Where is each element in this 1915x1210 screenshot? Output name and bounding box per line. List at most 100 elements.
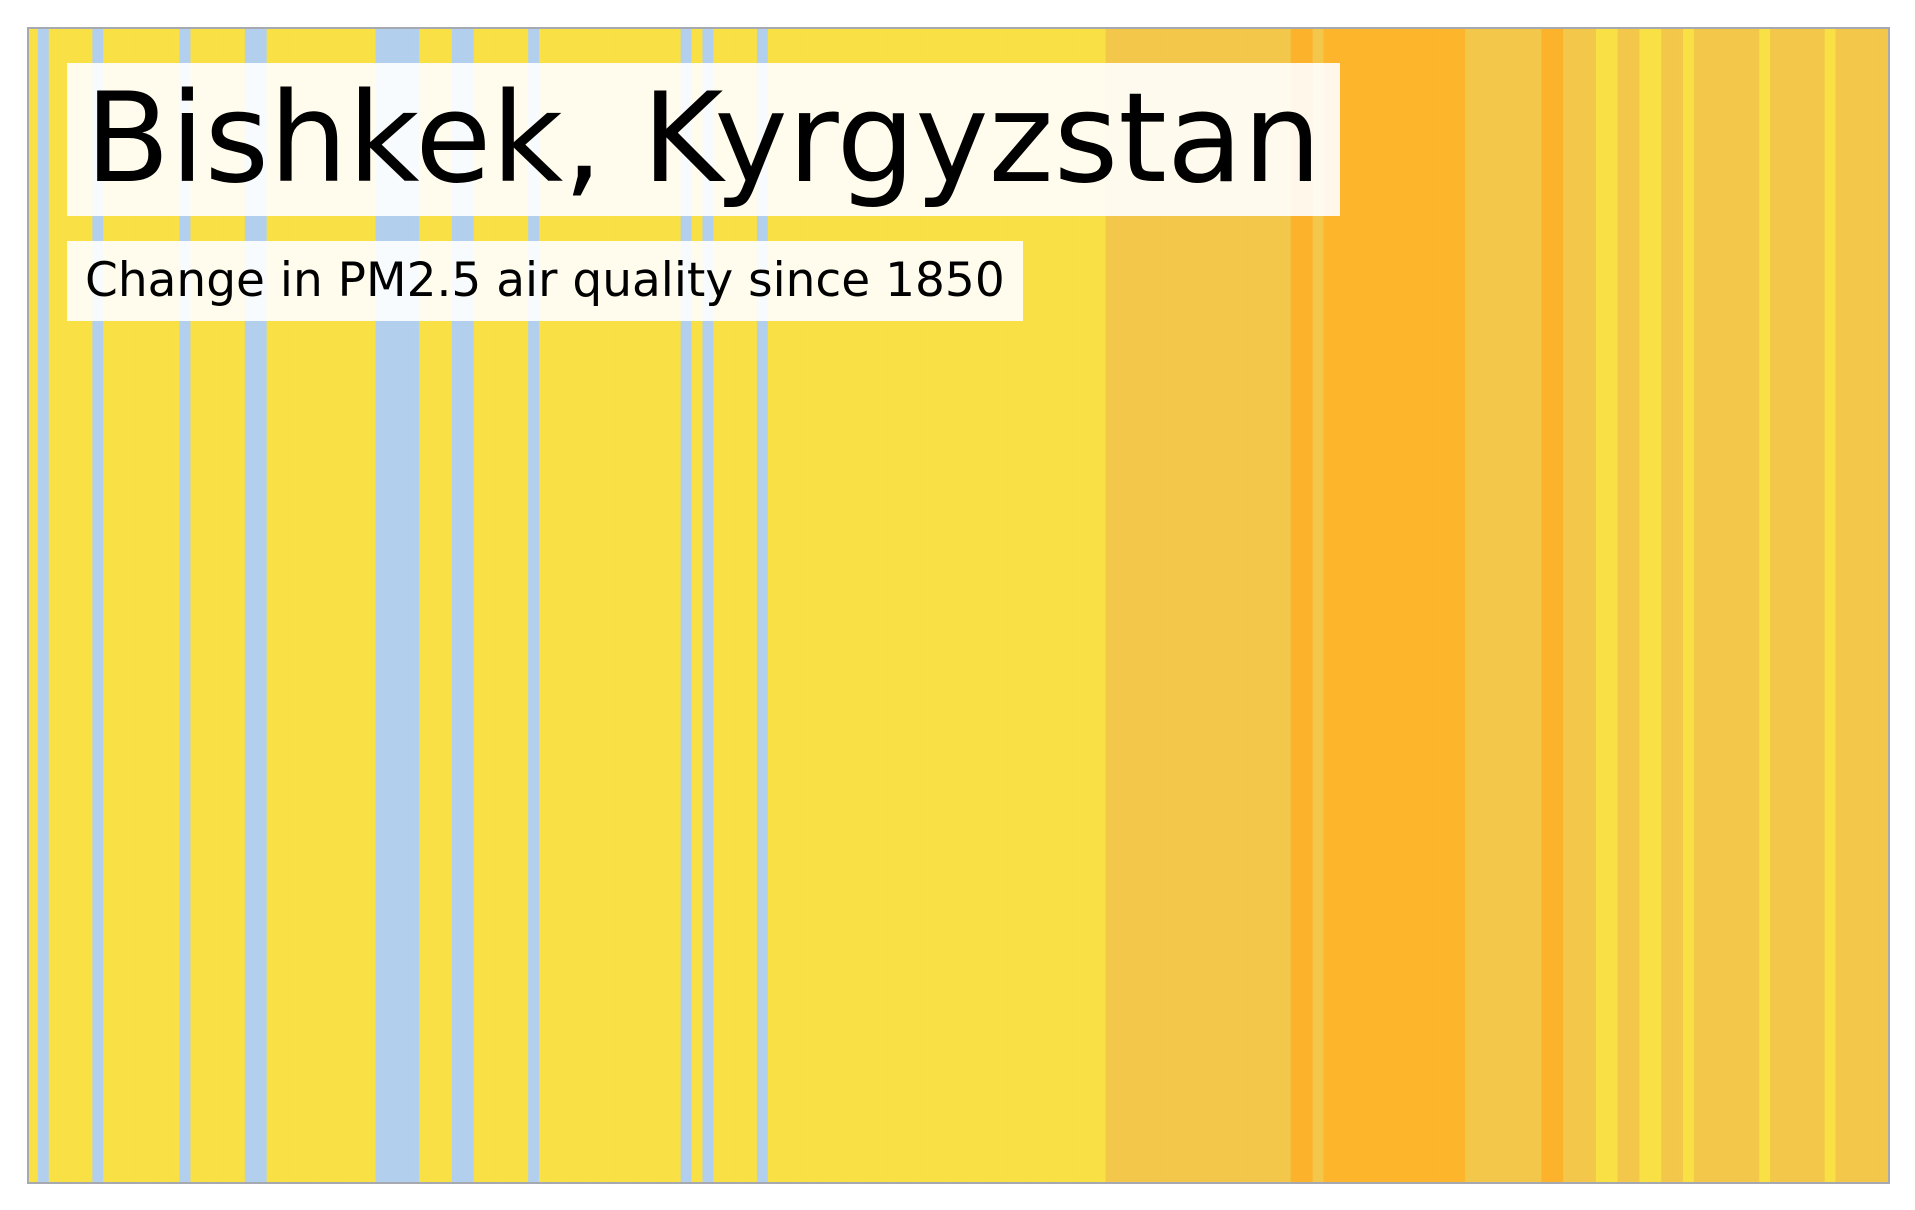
- stripe-100: [1105, 27, 1118, 1184]
- stripe-44: [495, 27, 507, 1184]
- stripe-56: [626, 27, 638, 1184]
- stripe-3: [48, 27, 61, 1184]
- stripe-2: [37, 27, 50, 1184]
- stripe-155: [1704, 27, 1717, 1184]
- stripe-48: [539, 27, 551, 1184]
- stripe-139: [1530, 27, 1542, 1184]
- stripe-36: [408, 27, 420, 1184]
- stripe-46: [517, 27, 529, 1184]
- stripe-81: [898, 27, 911, 1184]
- stripe-24: [277, 27, 290, 1184]
- stripe-154: [1693, 27, 1706, 1184]
- stripe-65: [724, 27, 736, 1184]
- stripe-150: [1650, 27, 1662, 1184]
- stripe-42: [473, 27, 486, 1184]
- stripe-87: [963, 27, 976, 1184]
- stripe-47: [528, 27, 540, 1184]
- stripe-93: [1029, 27, 1041, 1184]
- stripe-166: [1824, 27, 1837, 1184]
- stripe-14: [168, 27, 181, 1184]
- stripe-18: [212, 27, 224, 1184]
- stripe-123: [1356, 27, 1368, 1184]
- stripe-77: [855, 27, 867, 1184]
- stripe-28: [321, 27, 333, 1184]
- stripe-143: [1574, 27, 1586, 1184]
- stripe-41: [462, 27, 475, 1184]
- stripes-chart: Bishkek, Kyrgyzstan Change in PM2.5 air …: [27, 27, 1890, 1184]
- stripe-114: [1258, 27, 1270, 1184]
- stripe-92: [1018, 27, 1030, 1184]
- stripe-148: [1628, 27, 1641, 1184]
- stripe-145: [1595, 27, 1608, 1184]
- stripe-70: [778, 27, 791, 1184]
- stripe-96: [1062, 27, 1074, 1184]
- stripe-141: [1552, 27, 1564, 1184]
- stripe-153: [1683, 27, 1695, 1184]
- stripe-40: [451, 27, 464, 1184]
- stripe-57: [637, 27, 649, 1184]
- stripe-110: [1214, 27, 1227, 1184]
- stripe-71: [789, 27, 802, 1184]
- stripe-117: [1290, 27, 1303, 1184]
- stripe-33: [375, 27, 388, 1184]
- stripe-7: [92, 27, 104, 1184]
- stripe-119: [1312, 27, 1325, 1184]
- stripe-62: [691, 27, 704, 1184]
- stripe-75: [833, 27, 845, 1184]
- stripe-32: [364, 27, 377, 1184]
- stripe-107: [1181, 27, 1194, 1184]
- stripe-118: [1301, 27, 1314, 1184]
- stripe-73: [811, 27, 823, 1184]
- stripe-126: [1388, 27, 1401, 1184]
- stripe-10: [125, 27, 137, 1184]
- stripe-52: [582, 27, 595, 1184]
- stripe-78: [865, 27, 878, 1184]
- stripe-20: [234, 27, 246, 1184]
- stripe-144: [1584, 27, 1597, 1184]
- stripe-168: [1846, 27, 1858, 1184]
- stripe-163: [1791, 27, 1804, 1184]
- stripe-134: [1476, 27, 1488, 1184]
- stripe-157: [1726, 27, 1739, 1184]
- stripe-170: [1868, 27, 1880, 1184]
- stripe-67: [746, 27, 758, 1184]
- stripe-51: [571, 27, 584, 1184]
- stripe-21: [244, 27, 257, 1184]
- stripe-171: [1879, 27, 1890, 1184]
- stripe-34: [386, 27, 399, 1184]
- stripe-129: [1421, 27, 1434, 1184]
- stripe-116: [1279, 27, 1292, 1184]
- stripe-79: [876, 27, 889, 1184]
- stripe-80: [887, 27, 900, 1184]
- stripe-59: [658, 27, 671, 1184]
- stripe-13: [157, 27, 170, 1184]
- stripe-55: [615, 27, 627, 1184]
- stripe-15: [179, 27, 192, 1184]
- chart-title: Bishkek, Kyrgyzstan: [67, 63, 1340, 216]
- stripe-103: [1138, 27, 1150, 1184]
- stripe-152: [1672, 27, 1684, 1184]
- stripe-165: [1813, 27, 1826, 1184]
- stripe-159: [1748, 27, 1760, 1184]
- stripe-74: [822, 27, 834, 1184]
- stripe-29: [332, 27, 344, 1184]
- stripe-142: [1563, 27, 1575, 1184]
- stripe-131: [1443, 27, 1455, 1184]
- stripe-98: [1083, 27, 1096, 1184]
- stripe-61: [680, 27, 693, 1184]
- stripe-22: [255, 27, 268, 1184]
- stripe-88: [974, 27, 987, 1184]
- stripe-63: [702, 27, 714, 1184]
- stripe-111: [1225, 27, 1237, 1184]
- chart-subtitle: Change in PM2.5 air quality since 1850: [67, 241, 1023, 321]
- stripe-43: [484, 27, 497, 1184]
- stripe-17: [201, 27, 213, 1184]
- stripe-35: [397, 27, 409, 1184]
- stripe-54: [604, 27, 616, 1184]
- stripe-23: [266, 27, 279, 1184]
- stripe-130: [1432, 27, 1444, 1184]
- stripe-125: [1377, 27, 1390, 1184]
- stripe-4: [59, 27, 72, 1184]
- stripe-151: [1661, 27, 1673, 1184]
- stripe-136: [1497, 27, 1510, 1184]
